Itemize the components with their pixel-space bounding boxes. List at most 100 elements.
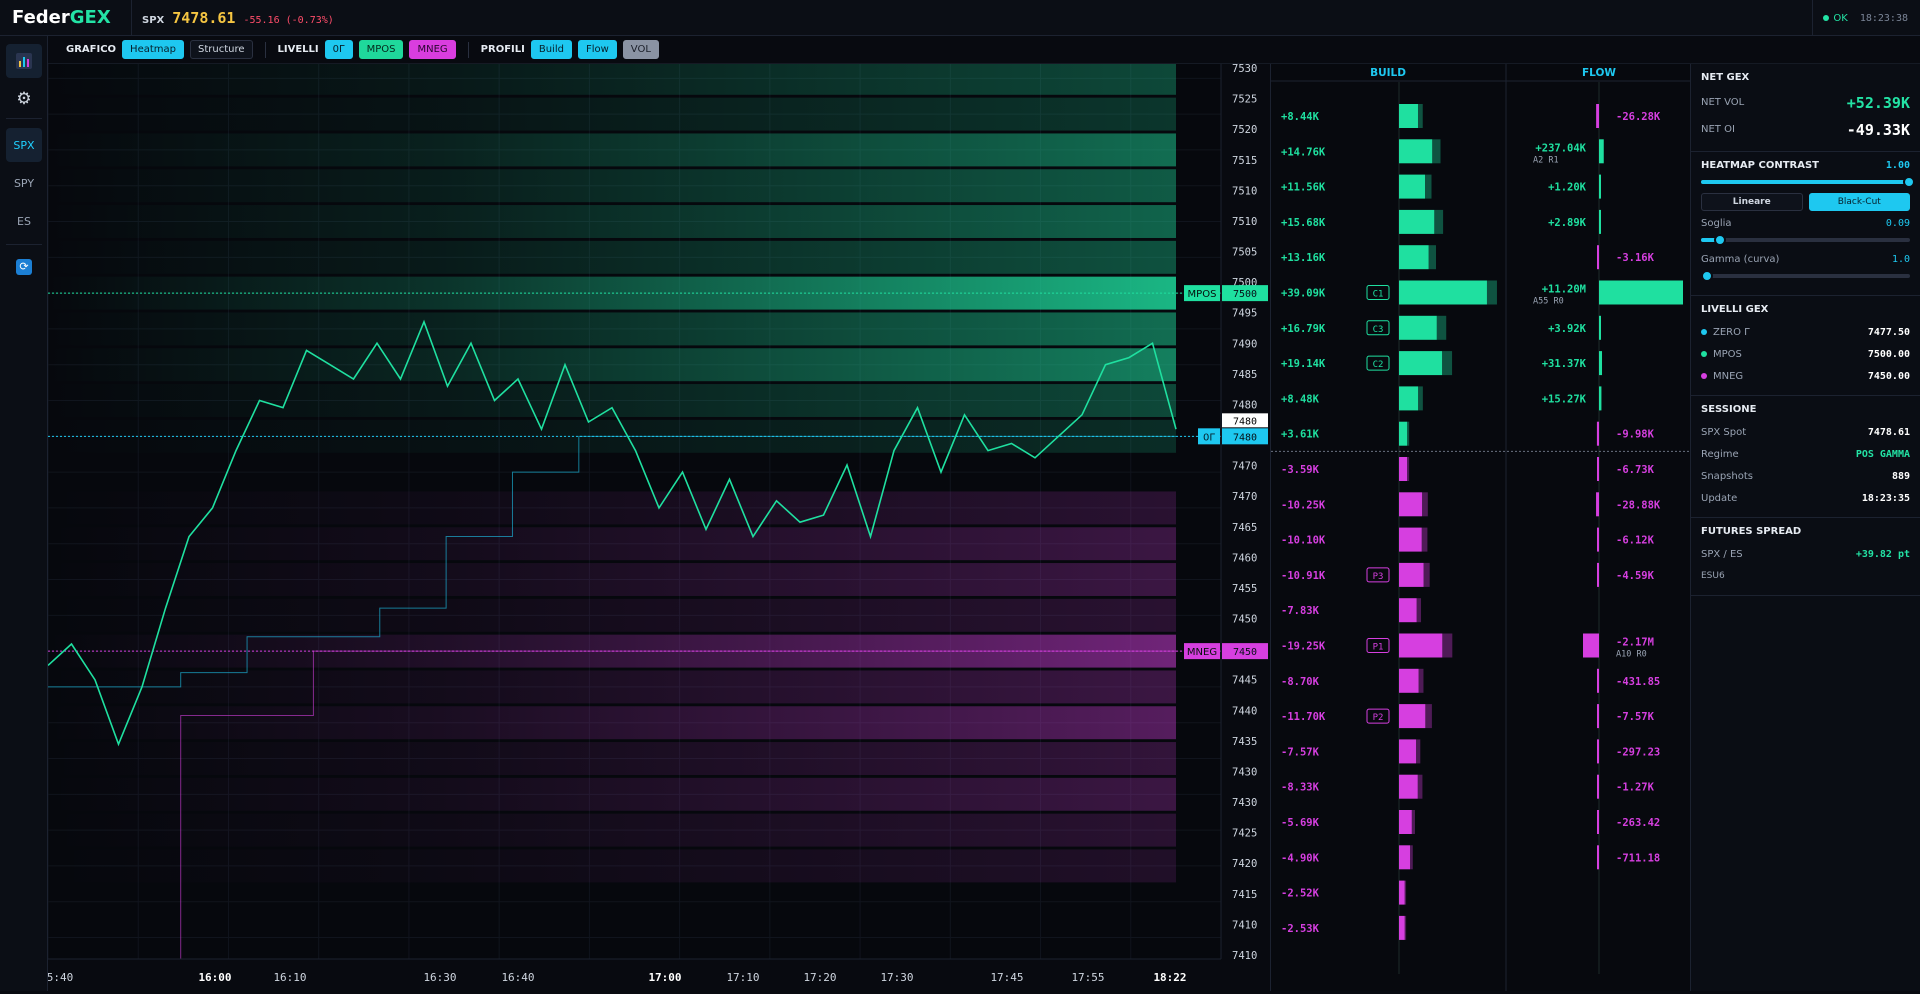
build-value-label: +3.61K	[1281, 429, 1320, 441]
gamma-value: 1.0	[1891, 253, 1910, 265]
build-bar-shadow	[1425, 704, 1432, 729]
net-vol-label: NET VOL	[1701, 97, 1745, 108]
ticker-price: 7478.61	[172, 8, 236, 27]
y-tick-label: 7430	[1232, 797, 1257, 809]
y-tick-label: 7415	[1232, 889, 1257, 901]
flow-bar-7420	[1597, 845, 1599, 870]
regime-label: Regime	[1701, 448, 1739, 460]
build-bar-shadow	[1417, 104, 1423, 128]
y-tick-label: 7510	[1232, 216, 1257, 228]
snapshots-row: Snapshots 889	[1701, 465, 1910, 487]
build-bar-7490	[1399, 351, 1443, 376]
zero-gamma-toggle[interactable]: 0Γ	[324, 40, 353, 59]
build-tag-label: P3	[1373, 572, 1384, 582]
ticker-symbol: SPX	[142, 14, 165, 26]
build-bar-shadow	[1416, 739, 1421, 764]
contrast-mode-group: Lineare Black-Cut	[1701, 193, 1910, 211]
chart-canvas[interactable]: 7530 7525 7520 7515 7510 7510 7505 7500 7495 7490…	[47, 61, 1270, 991]
build-bar-shadow	[1418, 668, 1424, 693]
flow-toggle[interactable]: Flow	[577, 40, 617, 59]
gamma-slider[interactable]	[1701, 270, 1910, 282]
spot-row: SPX Spot 7478.61	[1701, 421, 1910, 443]
x-tick-label: 17:00	[648, 971, 681, 984]
logo-main: Feder	[12, 7, 70, 28]
build-toggle[interactable]: Build	[530, 40, 572, 59]
flow-bar-7470	[1596, 492, 1599, 517]
y-tick-label: 7445	[1232, 675, 1257, 687]
vol-toggle[interactable]: VOL	[622, 40, 659, 59]
flow-bar-7515	[1599, 209, 1601, 234]
mpos-value: 7500.00	[1867, 348, 1910, 360]
flow-value-label: +11.20M	[1542, 284, 1586, 296]
livelli-section: LIVELLI GEX ZERO Γ 7477.50 MPOS 7500.00 MN…	[1691, 296, 1920, 396]
flow-value-label: -6.73K	[1616, 464, 1655, 476]
build-bar-shadow	[1442, 351, 1453, 376]
level-value-tag	[1222, 643, 1268, 660]
build-value-label: -10.25K	[1281, 499, 1326, 511]
heatmap-band-7530	[48, 61, 1176, 95]
gamma-slider-handle[interactable]	[1701, 270, 1713, 282]
mode-blackcut-button[interactable]: Black-Cut	[1808, 193, 1910, 211]
zero-gamma-value: 7477.50	[1867, 326, 1910, 338]
build-tag-badge	[1366, 638, 1390, 653]
heatmap-band-7430	[48, 777, 1176, 811]
level-tag-label: MNEG	[1187, 647, 1217, 658]
structure-button[interactable]: Structure	[189, 40, 253, 59]
build-value-label: +8.48K	[1281, 393, 1320, 405]
flow-value-label: -4.59K	[1616, 570, 1655, 582]
sidebar-item-spy[interactable]: SPY	[13, 176, 35, 190]
build-tag-label: C2	[1373, 360, 1384, 370]
futures-section: FUTURES SPREAD SPX / ES +39.82 pt ESU6	[1691, 518, 1920, 596]
chart-nav-button[interactable]	[6, 44, 42, 78]
build-value-label: -19.25K	[1281, 641, 1326, 653]
level-value-label: 7480	[1233, 432, 1257, 443]
contrast-slider-handle[interactable]	[1903, 176, 1915, 188]
y-tick-label: 7435	[1232, 736, 1257, 748]
mpos-toggle[interactable]: MPOS	[358, 40, 404, 59]
sidebar-item-es[interactable]: ES	[17, 214, 31, 228]
settings-button[interactable]: ⚙	[6, 82, 42, 116]
level-value-label: 7500	[1233, 289, 1257, 300]
heatmap-button[interactable]: Heatmap	[122, 40, 184, 59]
profiles-background	[1271, 64, 1691, 991]
flow-bar-7440	[1597, 704, 1599, 729]
price-chart[interactable]: 7530 7525 7520 7515 7510 7510 7505 7500 7495 7490…	[47, 61, 1270, 991]
y-tick-label: 7430	[1232, 766, 1257, 778]
sidebar-item-spx[interactable]: SPX	[6, 128, 42, 162]
sidebar-divider	[6, 118, 42, 119]
net-oi-row: NET OI -49.33K	[1701, 116, 1910, 143]
flow-value-label: -431.85	[1616, 676, 1660, 688]
build-value-label: -8.33K	[1281, 782, 1320, 794]
build-bar-7420	[1399, 845, 1411, 870]
livelli-title: LIVELLI GEX	[1701, 304, 1769, 315]
x-tick-label: 16:00	[198, 971, 231, 984]
flow-note-label: A10 R0	[1616, 650, 1647, 660]
contrast-title-text: HEATMAP CONTRAST	[1701, 160, 1819, 171]
level-tag-label: 0Γ	[1203, 432, 1215, 443]
contrast-fill	[1701, 180, 1909, 184]
ticker-change: -55.16 (-0.73%)	[243, 14, 334, 26]
flow-value-label: -711.18	[1616, 852, 1660, 864]
soglia-slider[interactable]	[1701, 234, 1910, 246]
heatmap-band-7485	[48, 384, 1176, 417]
x-tick-label: 17:30	[880, 971, 913, 984]
mneg-value: 7450.00	[1867, 370, 1910, 382]
heatmap-band-7520	[48, 133, 1176, 167]
flow-bar-7520	[1599, 174, 1601, 199]
gamma-track	[1701, 274, 1910, 278]
mode-linear-button[interactable]: Lineare	[1701, 193, 1803, 211]
build-bar-7465	[1399, 527, 1422, 552]
flow-value-label: +2.89K	[1548, 217, 1587, 229]
contrast-slider[interactable]	[1701, 176, 1915, 188]
soglia-slider-handle[interactable]	[1713, 234, 1726, 246]
build-bar-7475	[1399, 457, 1408, 481]
build-bar-7510	[1399, 245, 1429, 270]
build-value-label: +39.09K	[1281, 288, 1326, 300]
refresh-button[interactable]: ⟳	[6, 250, 42, 284]
build-bar-7415	[1399, 880, 1405, 905]
build-value-label: -10.91K	[1281, 570, 1326, 582]
x-tick-label: 16:10	[273, 971, 306, 984]
mneg-toggle[interactable]: MNEG	[409, 40, 456, 59]
connection-status-text: OK	[1833, 12, 1848, 24]
build-bar-shadow	[1418, 386, 1423, 411]
